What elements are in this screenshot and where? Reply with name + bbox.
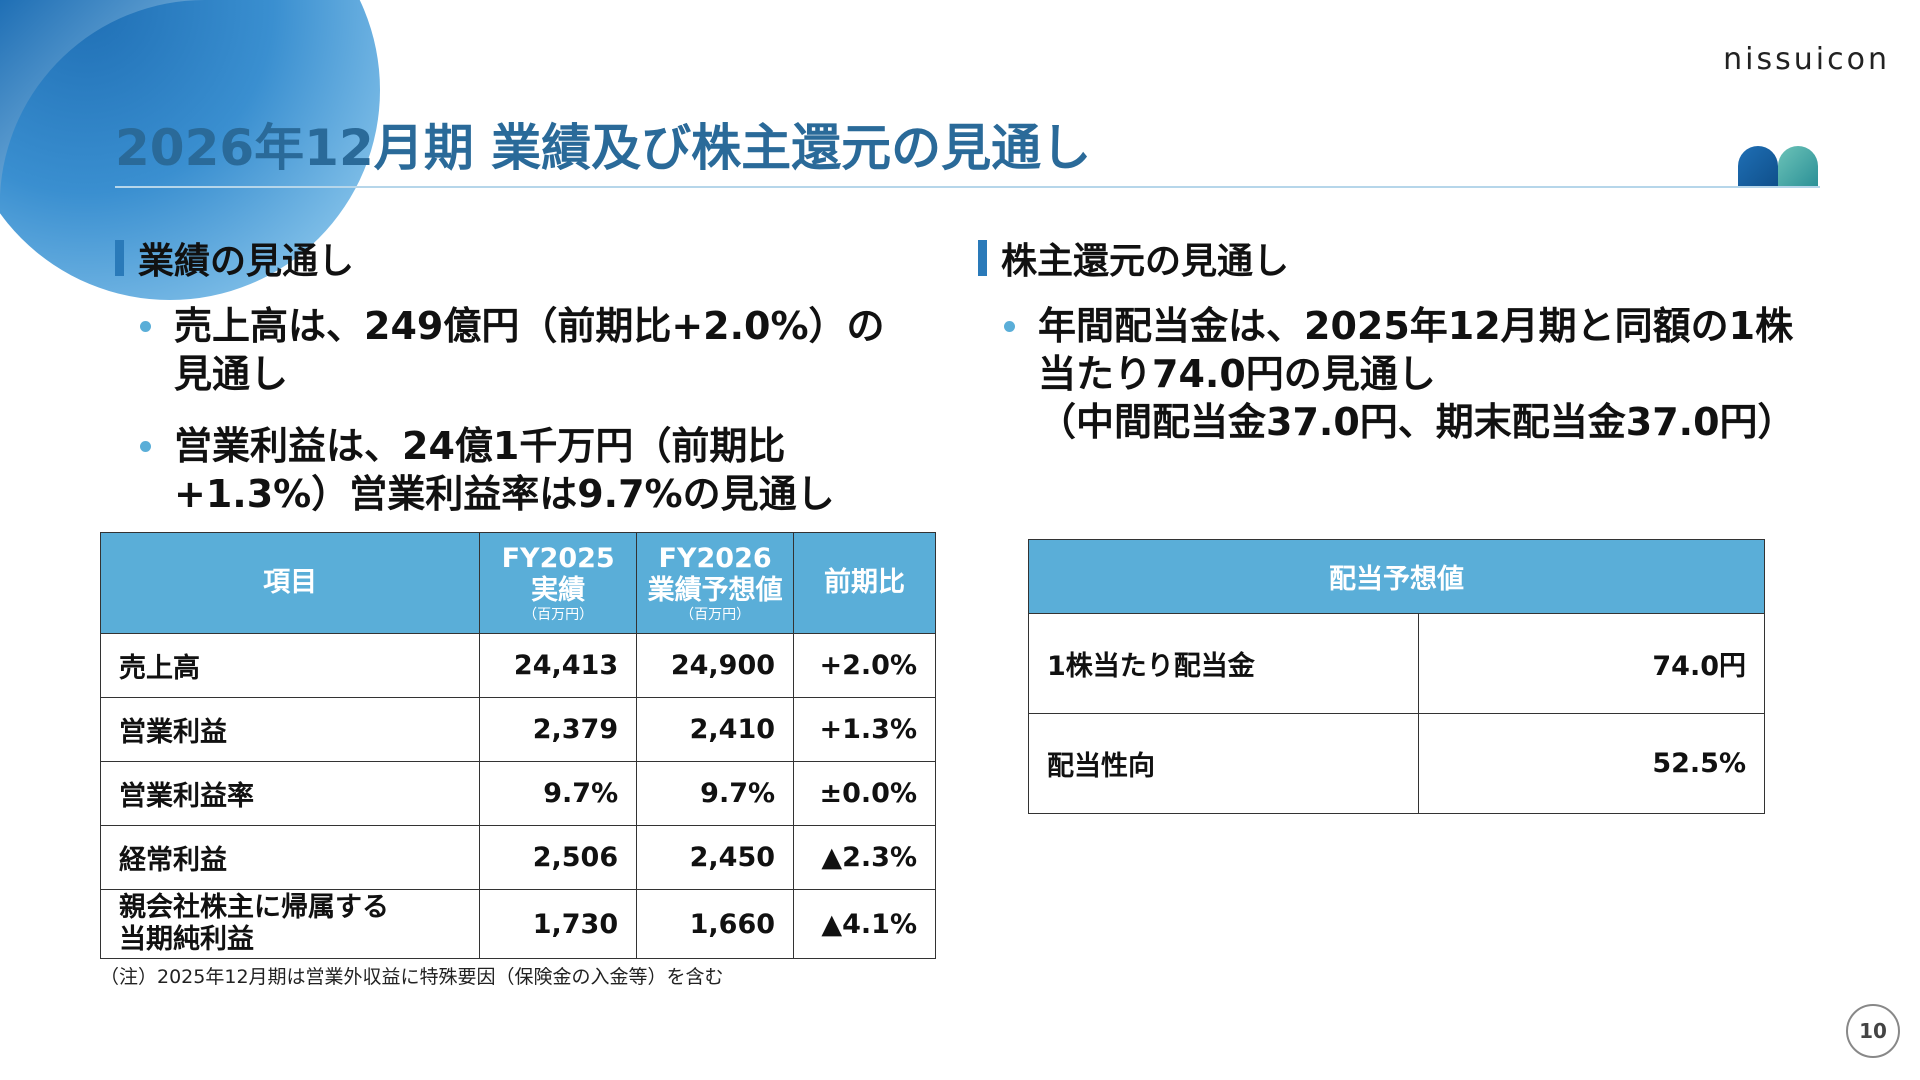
row-label: 経常利益 [99,825,481,890]
page-title: 2026年12月期 業績及び株主還元の見通し [115,119,1092,177]
row-yoy: ▲2.3% [793,825,936,890]
row-yoy: ±0.0% [793,761,936,826]
performance-table: 項目 FY2025 実績 （百万円） FY2026 業績予想値 （百万円） 前期… [99,532,936,959]
row-fy2026: 24,900 [636,633,795,698]
table-row: 営業利益率 9.7% 9.7% ±0.0% [99,761,936,826]
bullet-sales-line1: 売上高は、249億円（前期比+2.0%）の [174,304,885,348]
row-label-line2: 当期純利益 [119,924,254,955]
header-item: 項目 [99,532,481,634]
row-yoy: +2.0% [793,633,936,698]
header-fy2026-line1: FY2026 [658,543,772,574]
table-row: 営業利益 2,379 2,410 +1.3% [99,697,936,762]
performance-outlook-heading: 業績の見通し [115,232,354,284]
row-label: 売上高 [99,633,481,698]
brand-mark-icon [1738,146,1818,188]
row-fy2026: 1,660 [636,889,795,959]
bullet-sales: 売上高は、249億円（前期比+2.0%）の 見通し [140,302,885,398]
bullet-op-line1: 営業利益は、24億1千万円（前期比 [174,424,786,468]
row-fy2026: 2,450 [636,825,795,890]
header-yoy: 前期比 [793,532,936,634]
dividend-table: 配当予想値 1株当たり配当金 74.0円 配当性向 52.5% [1028,539,1765,814]
row-label: 営業利益 [99,697,481,762]
row-fy2025: 24,413 [479,633,638,698]
row-fy2026: 9.7% [636,761,795,826]
row-value: 74.0円 [1418,613,1765,714]
row-label: 1株当たり配当金 [1028,613,1419,714]
row-fy2026: 2,410 [636,697,795,762]
bullet-op-line2: +1.3%）営業利益率は9.7%の見通し [174,472,835,516]
bullet-dividend-line2: 当たり74.0円の見通し [1038,352,1436,396]
table-row: 配当性向 52.5% [1028,713,1765,814]
row-fy2025: 9.7% [479,761,638,826]
performance-outlook-heading-text: 業績の見通し [138,241,355,282]
row-label: 営業利益率 [99,761,481,826]
header-fy2025: FY2025 実績 （百万円） [479,532,638,634]
bullet-dot [140,321,151,332]
bullet-sales-line2: 見通し [174,352,289,396]
header-fy2026: FY2026 業績予想値 （百万円） [636,532,795,634]
table-row: 1株当たり配当金 74.0円 [1028,613,1765,714]
header-fy2025-line1: FY2025 [501,543,615,574]
row-yoy: +1.3% [793,697,936,762]
corner-arc-decoration [0,0,205,195]
row-value: 52.5% [1418,713,1765,814]
heading-bar [115,240,124,276]
dividend-table-header: 配当予想値 [1028,539,1765,614]
bullet-dot [140,441,151,452]
table-row: 親会社株主に帰属する 当期純利益 1,730 1,660 ▲4.1% [99,889,936,959]
row-fy2025: 1,730 [479,889,638,959]
performance-table-header: 項目 FY2025 実績 （百万円） FY2026 業績予想値 （百万円） 前期… [99,532,936,634]
bullet-dividend-line1: 年間配当金は、2025年12月期と同額の1株 [1038,304,1794,348]
row-label-line1: 親会社株主に帰属する [119,892,389,923]
header-fy2025-unit: （百万円） [523,607,594,623]
row-label: 配当性向 [1028,713,1419,814]
row-label: 親会社株主に帰属する 当期純利益 [99,889,481,959]
shareholder-return-heading: 株主還元の見通し [978,232,1289,284]
row-fy2025: 2,379 [479,697,638,762]
page-number: 10 [1846,1004,1900,1058]
footnote: （注）2025年12月期は営業外収益に特殊要因（保険金の入金等）を含む [100,966,724,988]
header-fy2026-line2: 業績予想値 [647,575,783,606]
bullet-operating-profit: 営業利益は、24億1千万円（前期比 +1.3%）営業利益率は9.7%の見通し [140,422,835,518]
table-row: 売上高 24,413 24,900 +2.0% [99,633,936,698]
shareholder-return-heading-text: 株主還元の見通し [1001,241,1290,282]
bullet-dividend-line3: （中間配当金37.0円、期末配当金37.0円） [1038,400,1796,444]
heading-bar [978,240,987,276]
title-divider [115,186,1820,188]
table-row: 経常利益 2,506 2,450 ▲2.3% [99,825,936,890]
brand-logo: nissuicon [1723,42,1890,77]
bullet-dot [1004,321,1015,332]
header-fy2025-line2: 実績 [531,575,586,606]
bullet-dividend: 年間配当金は、2025年12月期と同額の1株 当たり74.0円の見通し （中間配… [1004,302,1796,446]
row-yoy: ▲4.1% [793,889,936,959]
header-fy2026-unit: （百万円） [680,607,751,623]
row-fy2025: 2,506 [479,825,638,890]
